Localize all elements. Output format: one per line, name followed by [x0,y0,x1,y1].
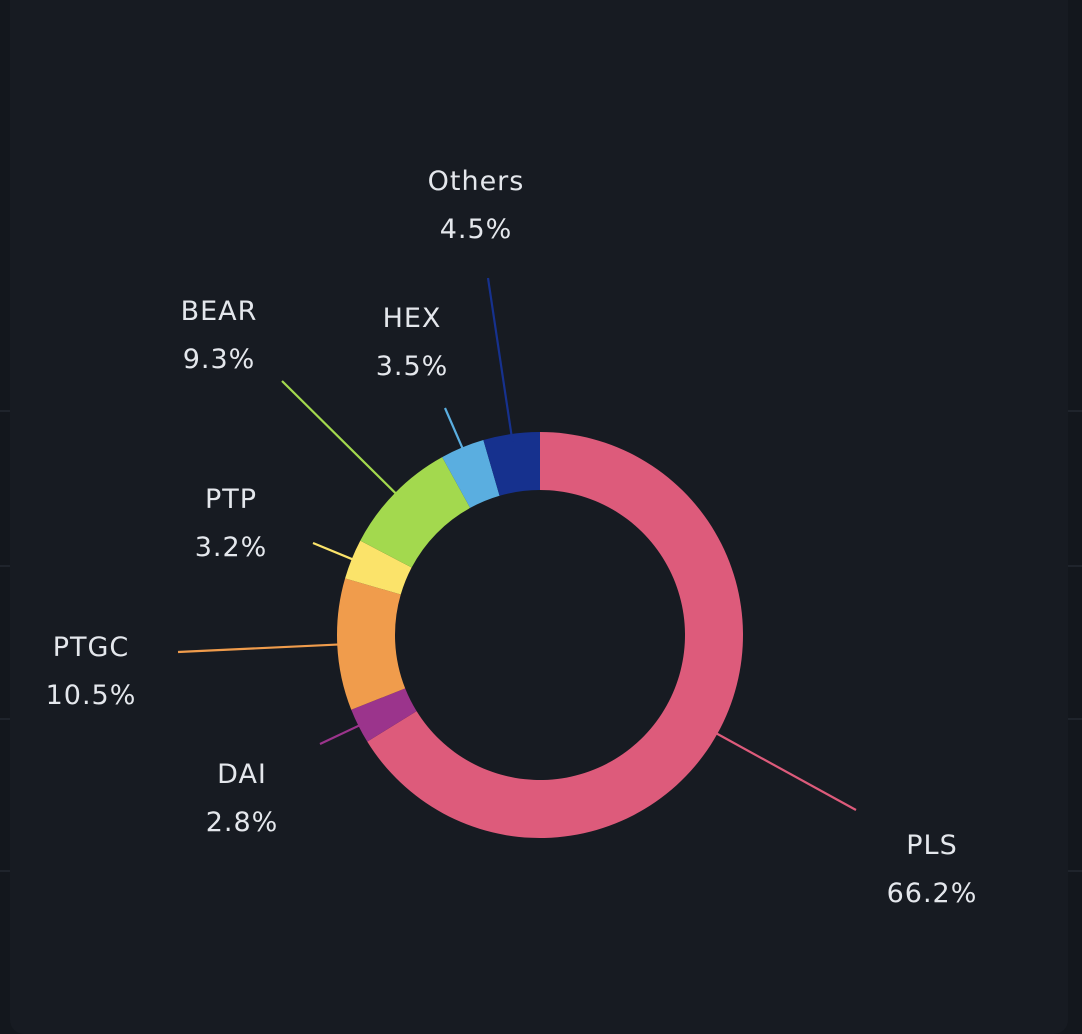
leader-line-ptp [312,541,360,564]
slice-hex[interactable] [442,440,500,508]
right-divider [1068,410,1082,412]
slice-label-others: Others [428,166,525,197]
leader-line-hex [443,407,467,456]
slice-value-others: 4.5% [440,214,513,245]
slice-ptp[interactable] [345,540,412,595]
slice-ptgc[interactable] [337,578,406,710]
slice-label-pls: PLS [906,830,957,861]
left-divider [0,718,10,720]
slice-label-ptp: PTP [205,484,257,515]
left-divider [0,410,10,412]
slice-dai[interactable] [351,688,417,742]
left-divider [0,565,10,567]
slice-pls[interactable] [367,432,743,838]
left-divider [0,870,10,872]
donut-slices [337,432,743,838]
slice-value-pls: 66.2% [887,878,978,909]
slice-label-hex: HEX [383,303,442,334]
slice-value-ptp: 3.2% [195,532,268,563]
slice-labels: PLS 66.2% DAI 2.8% PTGC 10.5% PTP 3.2% BEAR 9.3% H… [46,166,978,909]
slice-value-bear: 9.3% [183,344,256,375]
right-divider [1068,565,1082,567]
slice-value-ptgc: 10.5% [46,680,137,711]
slice-label-ptgc: PTGC [53,632,130,663]
slice-value-hex: 3.5% [376,351,449,382]
right-divider [1068,870,1082,872]
slice-label-dai: DAI [217,759,267,790]
slice-label-bear: BEAR [181,296,258,327]
leader-line-dai [319,721,367,745]
leader-line-bear [281,380,402,500]
leader-line-others [486,277,514,443]
leader-line-ptgc [177,643,346,654]
slice-others[interactable] [483,432,540,496]
slice-bear[interactable] [360,457,471,568]
slice-value-dai: 2.8% [206,807,279,838]
leader-line-pls [709,729,857,811]
chart-card [10,0,1068,1034]
right-divider [1068,718,1082,720]
leader-lines [177,277,857,811]
